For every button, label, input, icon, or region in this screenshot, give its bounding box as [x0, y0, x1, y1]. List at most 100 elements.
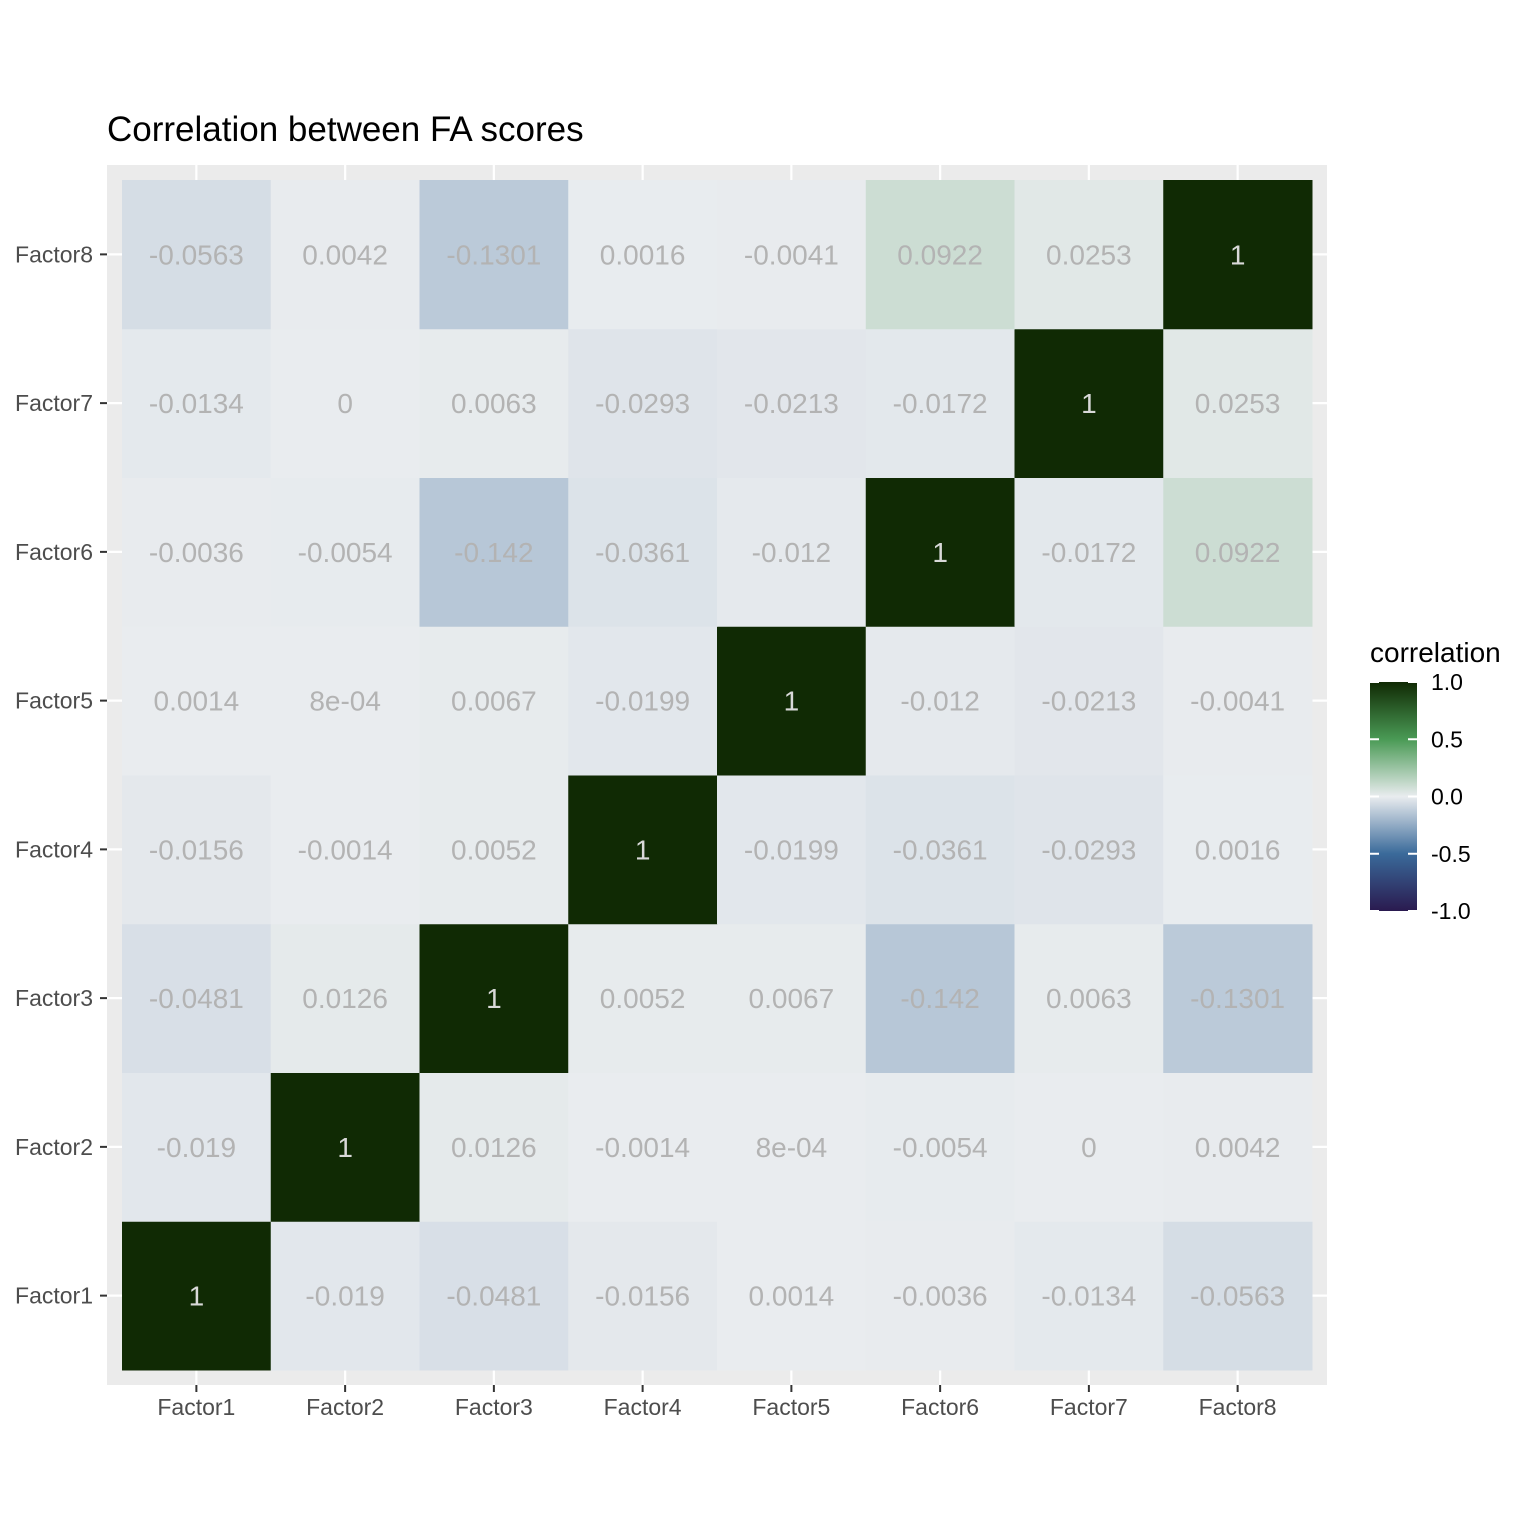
heatmap-cell-Factor5-Factor7: [1014, 626, 1164, 776]
heatmap-cells: [122, 180, 1313, 1371]
cell-label: 1: [1081, 388, 1097, 419]
cell-label: 0.0253: [1195, 388, 1281, 419]
cell-label: -0.0054: [298, 537, 393, 568]
heatmap-cell-Factor8-Factor8: [1163, 180, 1313, 330]
cell-label: 0.0067: [451, 686, 537, 717]
cell-label: 0.0063: [451, 388, 537, 419]
cell-label: -0.0563: [149, 239, 244, 270]
y-tick-label: Factor6: [15, 539, 93, 565]
heatmap-cell-Factor3-Factor1: [122, 923, 272, 1073]
heatmap-cell-Factor4-Factor6: [865, 775, 1015, 925]
heatmap-cell-Factor4-Factor4: [568, 775, 718, 925]
x-tick-label: Factor1: [157, 1394, 235, 1420]
cell-label: 1: [784, 686, 800, 717]
cell-label: -0.0172: [1041, 537, 1136, 568]
heatmap-cell-Factor1-Factor7: [1014, 1221, 1164, 1371]
heatmap-cell-Factor5-Factor3: [419, 626, 569, 776]
legend: correlation 1.0 0.5 0.0 -0.5 -1.0: [1370, 637, 1501, 924]
cell-label: -0.0293: [595, 388, 690, 419]
heatmap-cell-Factor2-Factor7: [1014, 1072, 1164, 1222]
y-axis: Factor1 Factor2 Factor3 Factor4 Factor5 Facto…: [15, 241, 107, 1309]
cell-label: 0.0042: [302, 239, 388, 270]
cell-label: -0.0156: [149, 834, 244, 865]
heatmap-cell-Factor7-Factor1: [122, 328, 272, 478]
cell-label: 0.0063: [1046, 983, 1132, 1014]
heatmap-cell-Factor3-Factor6: [865, 923, 1015, 1073]
cell-label: -0.012: [900, 686, 979, 717]
y-tick-label: Factor3: [15, 985, 93, 1011]
heatmap-cell-Factor3-Factor7: [1014, 923, 1164, 1073]
cell-label: -0.0156: [595, 1281, 690, 1312]
cell-label: -0.0041: [1190, 686, 1285, 717]
heatmap-cell-Factor3-Factor3: [419, 923, 569, 1073]
x-tick-label: Factor5: [752, 1394, 830, 1420]
cell-label: 8e-04: [756, 1132, 828, 1163]
cell-label: -0.0036: [893, 1281, 988, 1312]
x-tick-label: Factor6: [901, 1394, 979, 1420]
cell-label: 0: [337, 388, 353, 419]
cell-label: 1: [1230, 239, 1246, 270]
heatmap-cell-Factor4-Factor1: [122, 775, 272, 925]
cell-labels: 1 -0.019 -0.0481 -0.0156 0.0014 -0.0036 -0.013…: [149, 239, 1285, 1311]
heatmap-cell-Factor4-Factor3: [419, 775, 569, 925]
heatmap-cell-Factor8-Factor3: [419, 180, 569, 330]
cell-label: 0: [1081, 1132, 1097, 1163]
heatmap-cell-Factor6-Factor6: [865, 477, 1015, 627]
x-tick-label: Factor7: [1050, 1394, 1128, 1420]
heatmap-cell-Factor8-Factor6: [865, 180, 1015, 330]
cell-label: 0.0042: [1195, 1132, 1281, 1163]
heatmap-cell-Factor8-Factor5: [717, 180, 867, 330]
cell-label: -0.0041: [744, 239, 839, 270]
heatmap-cell-Factor2-Factor4: [568, 1072, 718, 1222]
x-tick-label: Factor3: [455, 1394, 533, 1420]
heatmap-cell-Factor4-Factor5: [717, 775, 867, 925]
legend-tick-label: 1.0: [1431, 669, 1463, 695]
y-tick-label: Factor8: [15, 241, 93, 267]
heatmap-cell-Factor5-Factor1: [122, 626, 272, 776]
cell-label: -0.0014: [595, 1132, 690, 1163]
heatmap-cell-Factor4-Factor8: [1163, 775, 1313, 925]
x-tick-label: Factor2: [306, 1394, 384, 1420]
heatmap-cell-Factor3-Factor4: [568, 923, 718, 1073]
heatmap-cell-Factor5-Factor6: [865, 626, 1015, 776]
cell-label: 0.0052: [451, 834, 537, 865]
cell-label: -0.012: [752, 537, 831, 568]
cell-label: 8e-04: [309, 686, 381, 717]
x-tick-label: Factor8: [1199, 1394, 1277, 1420]
cell-label: -0.0054: [893, 1132, 988, 1163]
heatmap-cell-Factor8-Factor4: [568, 180, 718, 330]
cell-label: -0.0361: [893, 834, 988, 865]
cell-label: -0.0199: [595, 686, 690, 717]
cell-label: 0.0014: [154, 686, 240, 717]
legend-tick-label: 0.5: [1431, 726, 1463, 752]
cell-label: 0.0126: [451, 1132, 537, 1163]
cell-label: 0.0253: [1046, 239, 1132, 270]
cell-label: -0.0036: [149, 537, 244, 568]
heatmap-cell-Factor7-Factor3: [419, 328, 569, 478]
cell-label: -0.1301: [1190, 983, 1285, 1014]
legend-tick-label: -0.5: [1431, 841, 1471, 867]
cell-label: -0.0213: [1041, 686, 1136, 717]
legend-tick-label: -1.0: [1431, 898, 1471, 924]
heatmap-cell-Factor2-Factor2: [270, 1072, 420, 1222]
cell-label: 0.0922: [1195, 537, 1281, 568]
cell-label: -0.019: [305, 1281, 384, 1312]
heatmap-cell-Factor6-Factor2: [270, 477, 420, 627]
cell-label: -0.0172: [893, 388, 988, 419]
cell-label: 1: [932, 537, 948, 568]
cell-label: -0.0563: [1190, 1281, 1285, 1312]
heatmap-cell-Factor1-Factor5: [717, 1221, 867, 1371]
cell-label: 0.0016: [600, 239, 686, 270]
heatmap-cell-Factor8-Factor7: [1014, 180, 1164, 330]
cell-label: -0.142: [454, 537, 533, 568]
cell-label: 0.0067: [749, 983, 835, 1014]
heatmap-cell-Factor7-Factor5: [717, 328, 867, 478]
heatmap-cell-Factor4-Factor2: [270, 775, 420, 925]
y-tick-label: Factor5: [15, 688, 93, 714]
cell-label: 0.0922: [897, 239, 983, 270]
heatmap-cell-Factor7-Factor6: [865, 328, 1015, 478]
x-tick-label: Factor4: [604, 1394, 682, 1420]
cell-label: -0.0134: [1041, 1281, 1136, 1312]
cell-label: 1: [486, 983, 502, 1014]
